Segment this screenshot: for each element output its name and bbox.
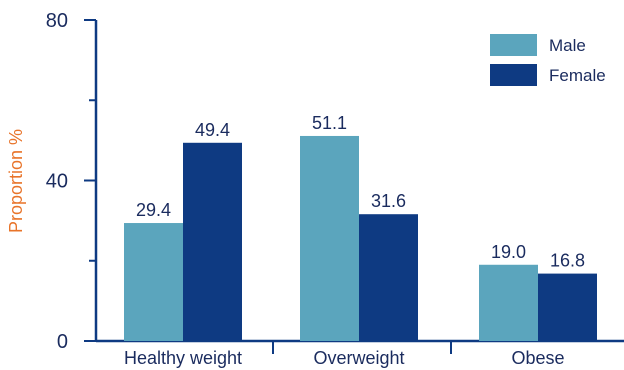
bar-value-label: 49.4 [195, 120, 230, 140]
bars [124, 135, 597, 341]
bar-female [538, 273, 597, 341]
bar-male [124, 223, 183, 341]
bar-value-label: 29.4 [136, 200, 171, 220]
x-category-label: Overweight [313, 348, 404, 368]
bar-value-label: 19.0 [491, 242, 526, 262]
legend-swatch-male [490, 34, 537, 56]
bar-female [183, 142, 242, 341]
value-labels: 29.4 49.4 51.1 31.6 19.0 16.8 [136, 113, 585, 271]
legend-label: Female [549, 66, 606, 85]
y-tick-label: 0 [57, 331, 68, 353]
bar-value-label: 51.1 [312, 113, 347, 133]
bar-male [479, 264, 538, 341]
bar-value-label: 16.8 [550, 251, 585, 271]
bar-value-label: 31.6 [371, 191, 406, 211]
bar-female [359, 214, 418, 341]
legend: Male Female [490, 34, 606, 86]
x-category-label: Healthy weight [124, 348, 242, 368]
y-tick-label: 40 [46, 171, 68, 193]
x-category-label: Obese [511, 348, 564, 368]
bar-male [300, 135, 359, 341]
legend-label: Male [549, 36, 586, 55]
y-tick-label: 80 [46, 10, 68, 32]
legend-swatch-female [490, 64, 537, 86]
y-axis-title: Proportion % [6, 129, 26, 233]
x-labels: Healthy weight Overweight Obese [124, 341, 565, 368]
y-ticks: 0 40 80 [46, 10, 96, 353]
